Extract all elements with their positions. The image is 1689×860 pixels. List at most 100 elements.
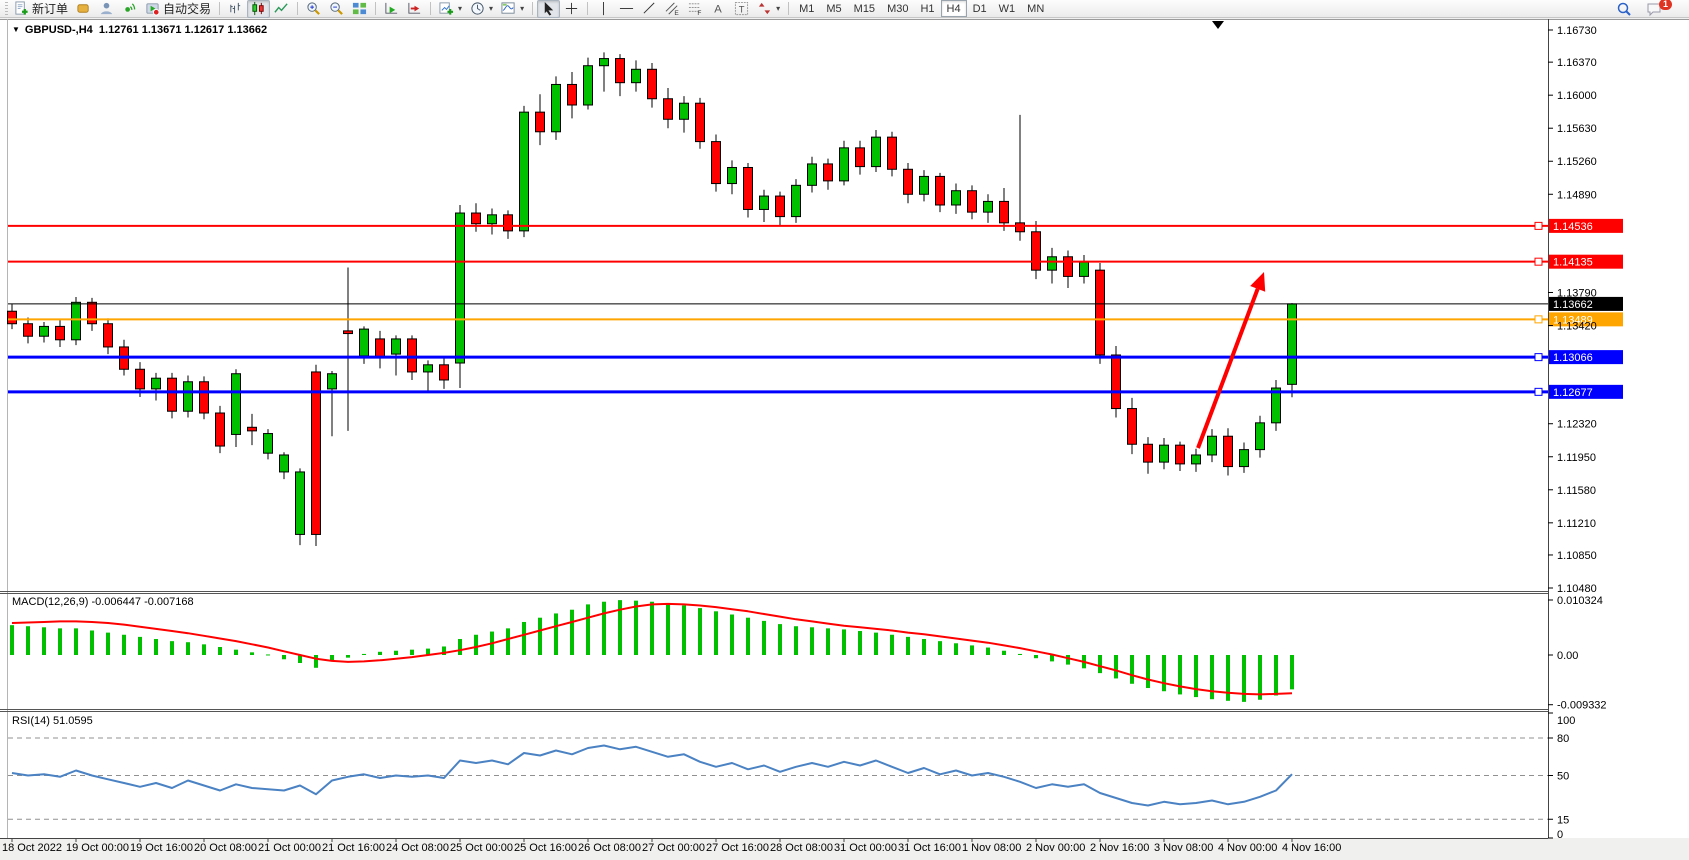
price-label-1.13489: 1.13489 [1553,314,1593,326]
line-handle-marker[interactable] [1534,353,1543,362]
macd-histogram-bar [106,632,110,655]
new-chart-icon [439,2,454,15]
bull-candle [327,373,337,390]
macd-histogram-bar [1114,655,1118,679]
text-icon: A [714,4,722,16]
clock-icon [471,2,484,15]
fibonacci-button[interactable]: F [684,0,707,18]
dropdown-arrow-icon: ▾ [520,4,525,13]
timeframe-button-W1[interactable]: W1 [998,2,1016,15]
bull-candle [391,338,401,355]
trendline-button[interactable] [638,0,661,18]
templates-button[interactable]: ▾ [497,0,528,18]
channel-icon: E [665,2,679,16]
periods-button[interactable]: ▾ [466,0,497,18]
line-chart-button[interactable] [270,0,293,18]
time-label: 21 Oct 00:00 [258,842,321,854]
macd-histogram-bar [1226,655,1230,701]
search-button[interactable] [1612,0,1636,18]
time-label: 21 Oct 16:00 [322,842,385,854]
cursor-button[interactable] [537,0,561,18]
timeframe-button-H1[interactable]: H1 [920,2,935,15]
vertical-line-button[interactable] [592,0,615,18]
time-axis-strip [0,838,1689,860]
rsi-tick-label: 50 [1557,771,1569,783]
arrows-tool-icon [758,2,771,15]
bear-candle [311,371,321,535]
tile-windows-button[interactable] [348,0,371,18]
macd-histogram-bar [762,620,766,655]
autotrading-button[interactable]: 自动交易 [141,0,215,18]
line-handle-marker[interactable] [1534,387,1543,396]
bar-chart-button[interactable] [224,0,247,18]
bear-candle [695,102,705,143]
timeframe-button-M1[interactable]: M1 [799,2,815,15]
macd-histogram-bar [506,628,510,655]
macd-histogram-bar [890,634,894,655]
bull-candle [519,111,529,232]
text-button[interactable]: A [707,0,730,18]
macd-histogram-bar [922,639,926,655]
price-tick-label: 1.13420 [1557,321,1597,333]
bull-candle [71,301,81,341]
bull-candle [39,325,49,337]
line-handle-marker[interactable] [1534,315,1543,324]
toolbar-separator [788,2,790,15]
price-tick-label: 1.15260 [1557,156,1597,168]
bear-candle [887,136,897,170]
bear-candle [1031,231,1041,271]
chart-shift-marker[interactable] [1212,21,1224,29]
candlestick-chart-button[interactable] [247,0,271,18]
chart-shift-button[interactable] [403,0,426,18]
autotrading-label: 自动交易 [163,2,212,16]
trend-arrow-shaft[interactable] [1196,288,1260,449]
new-order-label: 新订单 [32,2,69,16]
bull-candle [1079,261,1089,277]
signals-button[interactable] [118,0,141,18]
auto-scroll-button[interactable] [380,0,403,18]
arrows-tool-button[interactable]: ▾ [753,0,784,18]
crosshair-button[interactable] [560,0,583,18]
trend-arrow-head[interactable] [1250,272,1266,292]
zoom-out-button[interactable] [325,0,348,18]
text-label-button[interactable]: T [730,0,753,18]
macd-histogram-bar [650,601,654,655]
time-label: 3 Nov 08:00 [1154,842,1213,854]
timeframe-button-M30[interactable]: M30 [887,2,909,15]
bear-candle [903,168,913,195]
bull-candle [679,102,689,120]
macd-histogram-bar [842,629,846,655]
timeframe-button-M15[interactable]: M15 [853,2,876,15]
macd-histogram-bar [122,634,126,655]
community-button[interactable] [95,0,118,18]
bull-candle [759,195,769,210]
new-order-button[interactable]: 新订单 [10,0,72,18]
timeframe-button-MN[interactable]: MN [1027,2,1045,15]
new-chart-button[interactable]: ▾ [435,0,466,18]
macd-histogram-bar [1274,655,1278,696]
macd-histogram-bar [426,648,430,655]
rsi-line [11,744,1293,807]
macd-histogram-bar [218,647,222,655]
bull-candle [1191,454,1201,465]
timeframe-button-H4[interactable]: H4 [940,0,967,17]
timeframe-button-M5[interactable]: M5 [826,2,842,15]
zoom-in-button[interactable] [302,0,325,18]
time-label: 2 Nov 00:00 [1026,842,1085,854]
bar-chart-icon [230,2,241,14]
line-handle-marker[interactable] [1534,221,1543,230]
timeframe-button-D1[interactable]: D1 [972,2,987,15]
bull-candle [183,381,193,412]
horizontal-line-button[interactable] [615,0,638,18]
price-label-1.12677: 1.12677 [1553,387,1593,399]
history-center-button[interactable] [72,0,95,18]
price-tick-label: 1.16000 [1557,90,1597,102]
notifications-button[interactable]: 1 [1642,0,1682,18]
bear-candle [503,214,513,232]
price-label-box [1549,312,1623,327]
trendline-icon [643,2,655,14]
bull-candle [455,212,465,364]
line-handle-marker[interactable] [1534,257,1543,266]
equidistant-channel-button[interactable]: E [661,0,684,18]
